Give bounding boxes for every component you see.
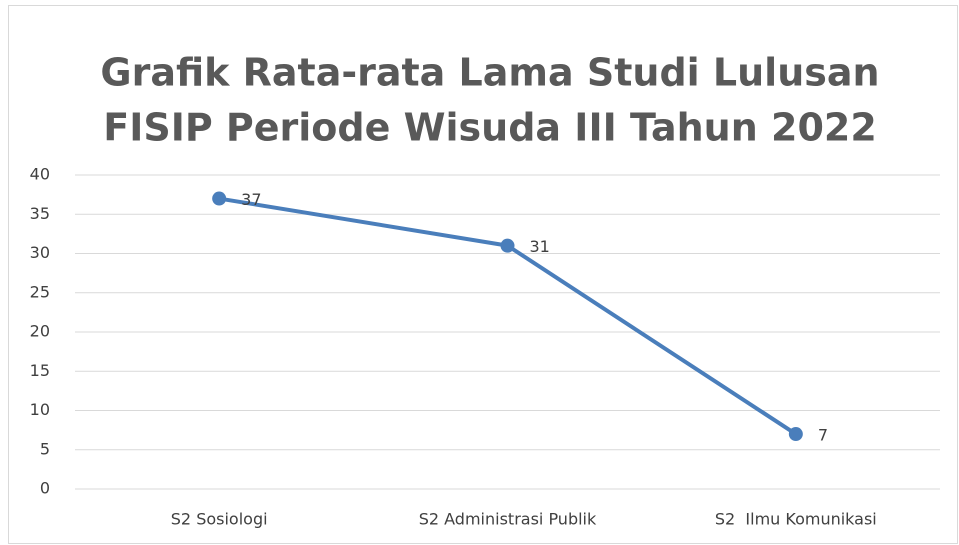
data-label: 37 [241, 190, 261, 209]
y-tick-label: 30 [30, 243, 50, 262]
chart-frame [8, 5, 958, 544]
point [212, 191, 227, 206]
data-label: 31 [530, 237, 550, 256]
y-tick-label: 25 [30, 282, 50, 301]
y-tick-label: 35 [30, 204, 50, 223]
y-tick-label: 15 [30, 361, 50, 380]
chart-title: Grafik Rata-rata Lama Studi Lulusan [100, 51, 879, 95]
y-tick-label: 10 [30, 400, 50, 419]
x-tick-label: S2 Administrasi Publik [419, 510, 597, 529]
data-label: 7 [818, 426, 828, 445]
y-tick-label: 20 [30, 322, 50, 341]
y-tick-label: 0 [40, 479, 50, 498]
x-tick-label: S2 Ilmu Komunikasi [715, 510, 877, 529]
x-tick-label: S2 Sosiologi [171, 510, 268, 529]
point [788, 427, 803, 442]
chart-title: FISIP Periode Wisuda III Tahun 2022 [103, 106, 877, 150]
point [500, 238, 515, 253]
y-tick-label: 40 [30, 165, 50, 184]
y-tick-label: 5 [40, 439, 50, 458]
